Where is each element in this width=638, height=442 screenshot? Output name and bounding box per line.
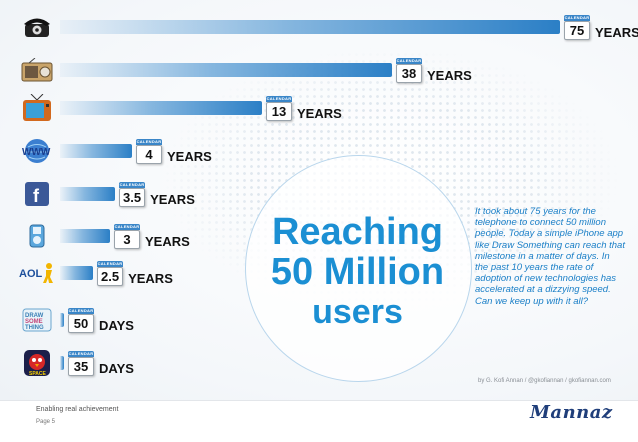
bar-label: CALENDAR 35 DAYS: [68, 351, 134, 376]
bar-angry-birds: [60, 356, 64, 370]
calendar-header: CALENDAR: [97, 261, 124, 267]
calendar-icon: CALENDAR 3: [114, 224, 140, 249]
calendar-icon: CALENDAR 75: [564, 15, 590, 40]
calendar-header: CALENDAR: [68, 351, 94, 357]
calendar-icon: CALENDAR 4: [136, 139, 162, 164]
draw-something-icon: DRAW SOME THING: [18, 305, 56, 335]
calendar-header: CALENDAR: [114, 224, 140, 230]
bar-label: CALENDAR 2.5 YEARS: [97, 261, 173, 286]
bar-telephone: [60, 20, 560, 34]
bar-label: CALENDAR 3 YEARS: [114, 224, 190, 249]
bar-television: [60, 101, 262, 115]
radio-icon: [18, 55, 56, 85]
facebook-icon: f: [18, 179, 56, 209]
bar-value: 2.5: [101, 269, 120, 284]
headline: Reaching 50 Million users: [245, 212, 470, 332]
calendar-icon: CALENDAR 2.5: [97, 261, 124, 286]
svg-text:WWW: WWW: [22, 147, 51, 158]
headline-circle: [245, 155, 472, 382]
svg-text:AOL: AOL: [19, 268, 43, 280]
bar-unit: YEARS: [128, 271, 173, 286]
calendar-icon: CALENDAR 3.5: [119, 182, 146, 207]
bar-value: 13: [271, 104, 287, 119]
bar-label: CALENDAR 13 YEARS: [266, 96, 342, 121]
bar-unit: YEARS: [427, 68, 472, 83]
bar-facebook: [60, 187, 115, 201]
bar-unit: DAYS: [99, 361, 134, 376]
svg-text:SPACE: SPACE: [29, 371, 47, 377]
headline-line-2: 50 Million: [270, 251, 445, 293]
bar-value: 4: [145, 147, 153, 162]
bar-unit: YEARS: [167, 149, 212, 164]
mannaz-logo: Mannaz: [530, 402, 613, 423]
bar-unit: YEARS: [297, 106, 342, 121]
bar-unit: DAYS: [99, 318, 134, 333]
calendar-header: CALENDAR: [266, 96, 292, 102]
www-icon: WWW: [18, 136, 56, 166]
headline-line-1: Reaching: [271, 211, 444, 253]
footer-tagline: Enabling real achievement: [36, 406, 119, 413]
footer-divider: [0, 400, 638, 401]
calendar-header: CALENDAR: [68, 308, 94, 314]
bar-label: CALENDAR 3.5 YEARS: [119, 182, 195, 207]
bar-unit: YEARS: [150, 192, 195, 207]
bar-aol: [60, 266, 93, 280]
bar-label: CALENDAR 50 DAYS: [68, 308, 134, 333]
bar-unit: YEARS: [145, 234, 190, 249]
calendar-icon: CALENDAR 13: [266, 96, 292, 121]
bar-value: 50: [73, 316, 89, 331]
television-icon: [18, 93, 56, 123]
bar-value: 75: [569, 23, 585, 38]
ipod-icon: [18, 221, 56, 251]
bar-value: 38: [401, 66, 417, 81]
calendar-icon: CALENDAR 50: [68, 308, 94, 333]
headline-line-3: users: [312, 293, 403, 331]
bar-ipod: [60, 229, 110, 243]
svg-text:DRAW: DRAW: [25, 313, 44, 319]
bar-unit: YEARS: [595, 25, 638, 40]
bar-label: CALENDAR 75 YEARS: [564, 15, 638, 40]
calendar-header: CALENDAR: [396, 58, 422, 64]
calendar-header: CALENDAR: [564, 15, 590, 21]
explanation-note: It took about 75 years for the telephone…: [475, 206, 625, 307]
bar-radio: [60, 63, 392, 77]
bar-label: CALENDAR 4 YEARS: [136, 139, 212, 164]
svg-text:THING: THING: [25, 325, 44, 331]
author-credit: by G. Kofi Annan / @gkofiannan / gkofian…: [478, 378, 611, 384]
calendar-header: CALENDAR: [119, 182, 146, 188]
svg-text:SOME: SOME: [25, 319, 43, 325]
calendar-icon: CALENDAR 35: [68, 351, 94, 376]
bar-www: [60, 144, 132, 158]
page-number: Page 5: [36, 419, 56, 425]
calendar-header: CALENDAR: [136, 139, 162, 145]
telephone-icon: [18, 12, 56, 42]
bar-draw-something: [60, 313, 64, 327]
bar-value: 35: [73, 359, 89, 374]
aol-icon: AOL: [18, 258, 56, 288]
bar-value: 3.5: [123, 190, 142, 205]
bar-label: CALENDAR 38 YEARS: [396, 58, 472, 83]
bar-value: 3: [123, 232, 131, 247]
infographic-slide: CALENDAR 75 YEARS CALENDAR 38 YEARS CALENDAR 13…: [0, 0, 638, 400]
svg-text:f: f: [33, 186, 40, 206]
calendar-icon: CALENDAR 38: [396, 58, 422, 83]
angry-birds-icon: SPACE: [18, 348, 56, 378]
